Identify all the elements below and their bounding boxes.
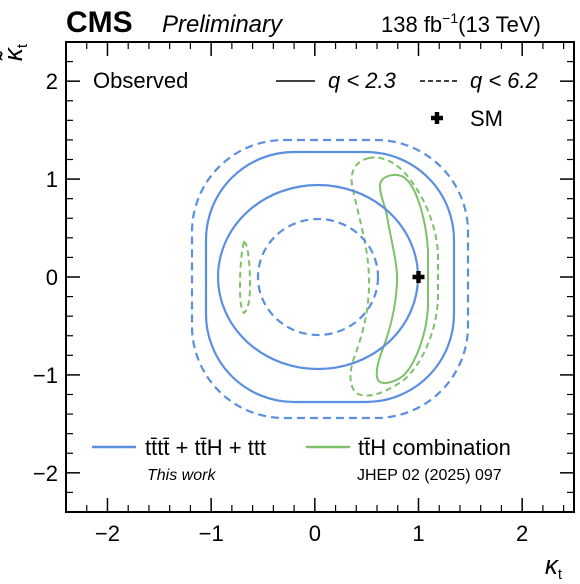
legend-sm-label: SM: [470, 106, 503, 131]
sm-marker: [412, 271, 425, 283]
legend-this-work-label: tt̄tt̄ + tt̄H + ttt: [145, 435, 266, 460]
legend-q23-label: q < 2.3: [328, 68, 397, 93]
y-axis-symbol: κ̃: [0, 46, 28, 61]
lumi-exponent: −1: [442, 10, 458, 26]
sm-plus-icon: [412, 271, 425, 283]
energy-label: (13 TeV): [458, 12, 541, 37]
this-work-contours: [190, 138, 470, 420]
x-tick-label: 0: [309, 521, 321, 546]
legend-sm-plus-icon: [431, 112, 443, 124]
x-tick-label: −1: [199, 521, 224, 546]
observed-label: Observed: [93, 68, 188, 93]
status-label: Preliminary: [162, 11, 284, 38]
x-tick-label: −2: [95, 521, 120, 546]
this-work-outer-dashed: [190, 138, 470, 420]
this-work-inner-dashed: [256, 217, 380, 337]
tth-contour-q62-right: [349, 156, 439, 397]
legend-tth-label: tt̄H combination: [358, 435, 511, 460]
legend-tth-note: JHEP 02 (2025) 097: [357, 467, 502, 484]
x-axis-label: κt: [545, 550, 563, 583]
x-tick-label: 1: [412, 521, 424, 546]
this-work-inner-solid: [216, 183, 420, 371]
y-tick-label: −1: [33, 363, 58, 388]
x-axis-subscript: t: [558, 566, 563, 583]
lumi-label: 138 fb−1(13 TeV): [381, 10, 541, 37]
y-tick-label: 0: [46, 265, 58, 290]
legend-this-work-note: This work: [147, 467, 216, 484]
y-axis-subscript: t: [14, 43, 31, 48]
y-tick-label: 2: [46, 69, 58, 94]
legend-q62-label: q < 6.2: [470, 68, 538, 93]
svg-text:κ̃t: κ̃t: [0, 43, 31, 61]
x-axis-symbol: κ: [545, 550, 560, 580]
axis-ticks: −2 −1 0 1 2 −2 −1 0 1 2: [33, 41, 574, 546]
experiment-label: CMS: [66, 6, 133, 39]
this-work-outer-solid: [204, 150, 456, 404]
tth-contour-q62-left: [238, 240, 252, 315]
y-tick-label: 1: [46, 167, 58, 192]
tth-contour-q23: [375, 173, 429, 384]
y-tick-label: −2: [33, 461, 58, 486]
y-axis-label: κ̃t: [0, 43, 31, 61]
x-tick-label: 2: [516, 521, 528, 546]
tth-combination-contours: [238, 156, 439, 397]
lumi-value: 138 fb: [381, 12, 442, 37]
